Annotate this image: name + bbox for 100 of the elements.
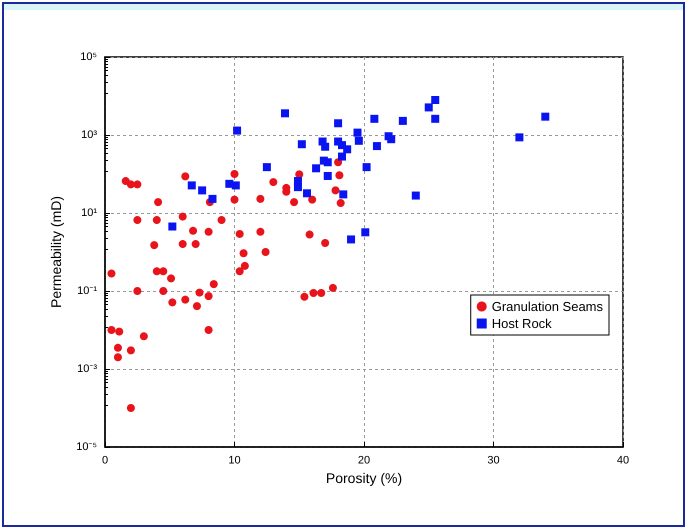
point (152, 216, 161, 224)
point (107, 270, 116, 278)
point (334, 119, 342, 128)
point (312, 164, 320, 172)
point (159, 267, 168, 276)
point (336, 199, 345, 208)
point (236, 230, 244, 238)
point (133, 287, 142, 295)
point (298, 140, 306, 148)
point (159, 287, 168, 295)
point (233, 126, 242, 135)
point (133, 216, 142, 224)
point (240, 262, 249, 270)
y-tick-label: 10³ (81, 129, 98, 141)
point (308, 196, 316, 204)
x-tick-label: 40 (616, 454, 630, 466)
point (262, 248, 270, 256)
point (412, 192, 420, 200)
point (192, 302, 201, 310)
point (431, 96, 440, 104)
legend-label: Host Rock (492, 316, 552, 331)
point (188, 181, 196, 190)
point (424, 103, 433, 112)
point (269, 178, 278, 186)
point (181, 296, 190, 304)
point (126, 180, 135, 188)
point (387, 135, 396, 144)
point (178, 212, 187, 221)
point (198, 186, 206, 194)
y-tick-label: 10⁻³ (77, 363, 98, 375)
point (204, 228, 213, 236)
point (338, 152, 346, 161)
point (332, 186, 340, 194)
point (370, 114, 378, 123)
point (362, 163, 371, 172)
point (210, 280, 218, 288)
point (339, 190, 348, 198)
point (232, 181, 240, 190)
x-tick-label: 0 (102, 454, 108, 466)
point (398, 116, 407, 125)
point (431, 114, 440, 123)
y-tick-label: 10⁻¹ (77, 285, 98, 297)
point (178, 240, 187, 248)
point (240, 249, 248, 258)
point (324, 172, 332, 180)
point (321, 239, 330, 248)
point (335, 171, 344, 180)
point (343, 145, 352, 154)
point (324, 158, 332, 166)
x-axis-title: Porosity (%) (326, 470, 402, 486)
point (181, 172, 190, 180)
point (140, 332, 148, 340)
point (114, 353, 122, 362)
y-tick-label: 10⁻⁵ (76, 441, 97, 453)
point (154, 198, 162, 206)
point (361, 228, 370, 236)
legend-label: Granulation Seams (492, 299, 604, 314)
point (150, 241, 158, 250)
point (256, 194, 264, 203)
point (208, 194, 216, 203)
point (354, 128, 362, 137)
point (196, 288, 204, 297)
point (294, 183, 302, 192)
point (192, 240, 200, 248)
point (354, 136, 363, 145)
point (515, 133, 524, 142)
point (218, 216, 226, 224)
point (317, 288, 326, 297)
y-tick-label: 10⁵ (80, 51, 97, 63)
point (290, 198, 298, 206)
point (230, 170, 238, 178)
point (168, 222, 176, 231)
point (300, 292, 308, 301)
point (204, 326, 213, 334)
point (262, 163, 271, 172)
point (167, 274, 176, 282)
point (126, 404, 135, 412)
point (189, 226, 198, 235)
point (303, 189, 312, 198)
point (236, 267, 244, 276)
point (281, 109, 290, 118)
point (306, 230, 314, 239)
point (168, 298, 176, 306)
x-tick-label: 10 (228, 454, 241, 466)
point (230, 196, 238, 204)
point (372, 142, 381, 150)
x-tick-label: 20 (358, 454, 370, 466)
point (115, 328, 124, 336)
point (256, 228, 264, 236)
point (204, 292, 213, 300)
point (321, 142, 330, 151)
y-axis-title: Permeability (mD) (48, 196, 64, 308)
point (347, 235, 356, 244)
point (310, 288, 318, 297)
point (328, 284, 337, 292)
point (114, 344, 122, 352)
point (541, 112, 550, 121)
point (133, 180, 142, 188)
x-tick-label: 30 (487, 454, 500, 466)
point (107, 326, 116, 334)
